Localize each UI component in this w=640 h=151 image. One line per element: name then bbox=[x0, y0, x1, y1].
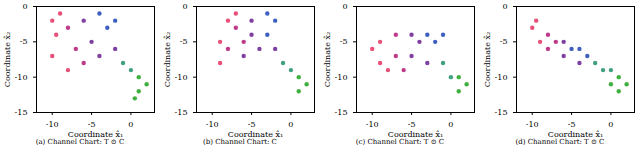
svg-text:0: 0 bbox=[342, 2, 347, 11]
html-text:(a) Channel Chart: T ⊙ C: (a) Channel Chart: T ⊙ C bbox=[35, 138, 125, 146]
svg-text:-10: -10 bbox=[526, 120, 539, 129]
svg-text:Coordinate x̂₂: Coordinate x̂₂ bbox=[163, 32, 172, 87]
svg-text:-5: -5 bbox=[408, 120, 416, 129]
html-text:(d) Channel Chart: T ⊙ C: (d) Channel Chart: T ⊙ C bbox=[515, 138, 605, 146]
svg-text:-5: -5 bbox=[500, 37, 508, 46]
svg-text:-10: -10 bbox=[495, 73, 508, 82]
html-text:(c) Channel Chart: T ⊙ C: (c) Channel Chart: T ⊙ C bbox=[355, 138, 445, 146]
svg-text:Coordinate x̂₂: Coordinate x̂₂ bbox=[323, 32, 332, 87]
svg-text:-10: -10 bbox=[335, 73, 348, 82]
svg-text:-5: -5 bbox=[180, 37, 188, 46]
svg-text:0: 0 bbox=[182, 2, 187, 11]
svg-text:Coordinate x̂₁: Coordinate x̂₁ bbox=[548, 130, 603, 139]
svg-text:Coordinate x̂₁: Coordinate x̂₁ bbox=[228, 130, 283, 139]
svg-text:0: 0 bbox=[608, 120, 613, 129]
svg-text:0: 0 bbox=[288, 120, 293, 129]
svg-text:0: 0 bbox=[128, 120, 133, 129]
svg-text:-15: -15 bbox=[175, 108, 188, 117]
html-text:(b) Channel Chart: C: (b) Channel Chart: C bbox=[203, 138, 277, 146]
svg-text:Coordinate x̂₂: Coordinate x̂₂ bbox=[483, 32, 492, 87]
svg-text:-5: -5 bbox=[248, 120, 256, 129]
svg-text:Coordinate x̂₁: Coordinate x̂₁ bbox=[388, 130, 443, 139]
svg-text:-10: -10 bbox=[15, 73, 28, 82]
svg-text:-10: -10 bbox=[206, 120, 219, 129]
svg-text:-5: -5 bbox=[88, 120, 96, 129]
svg-text:0: 0 bbox=[448, 120, 453, 129]
svg-text:-15: -15 bbox=[495, 108, 508, 117]
svg-text:0: 0 bbox=[502, 2, 507, 11]
svg-text:Coordinate x̂₂: Coordinate x̂₂ bbox=[3, 32, 12, 87]
svg-text:-5: -5 bbox=[568, 120, 576, 129]
svg-text:-15: -15 bbox=[335, 108, 348, 117]
svg-text:-5: -5 bbox=[340, 37, 348, 46]
svg-text:-10: -10 bbox=[366, 120, 379, 129]
svg-text:-10: -10 bbox=[175, 73, 188, 82]
svg-text:0: 0 bbox=[22, 2, 27, 11]
svg-text:-10: -10 bbox=[46, 120, 59, 129]
svg-text:-5: -5 bbox=[20, 37, 28, 46]
svg-text:-15: -15 bbox=[15, 108, 28, 117]
svg-text:Coordinate x̂₁: Coordinate x̂₁ bbox=[68, 130, 123, 139]
